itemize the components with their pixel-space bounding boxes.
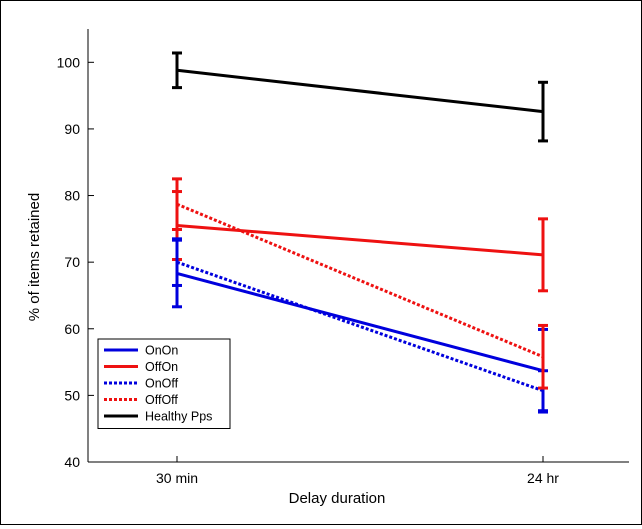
legend-label: OnOn — [145, 344, 178, 358]
y-axis-label: % of items retained — [26, 193, 43, 321]
series-offon-line — [176, 224, 544, 257]
y-tick-label: 80 — [64, 188, 80, 204]
legend-label: OffOn — [145, 360, 178, 374]
y-tick-label: 40 — [64, 454, 80, 470]
legend-label: OnOff — [145, 377, 179, 391]
y-tick-label: 50 — [64, 387, 80, 403]
y-tick-label: 100 — [57, 54, 81, 70]
legend-label: OffOff — [145, 393, 178, 407]
axes: 40 50 60 70 80 90 100 30 min 24 hr — [57, 29, 629, 486]
series-onoff-line — [176, 260, 544, 393]
series-healthy-pps-line — [176, 68, 544, 114]
legend: OnOn OffOn OnOff OffOff Healthy Pps — [97, 338, 231, 429]
y-tick-label: 70 — [64, 254, 80, 270]
y-tick-label: 90 — [64, 121, 80, 137]
series-offoff-line — [176, 202, 544, 359]
x-tick-label: 30 min — [156, 470, 198, 486]
y-tick-label: 60 — [64, 321, 80, 337]
series-layer — [172, 51, 548, 414]
x-tick-label: 24 hr — [527, 470, 559, 486]
x-axis-label: Delay duration — [289, 490, 386, 507]
series-onon-line — [176, 272, 544, 373]
legend-label: Healthy Pps — [145, 410, 212, 424]
